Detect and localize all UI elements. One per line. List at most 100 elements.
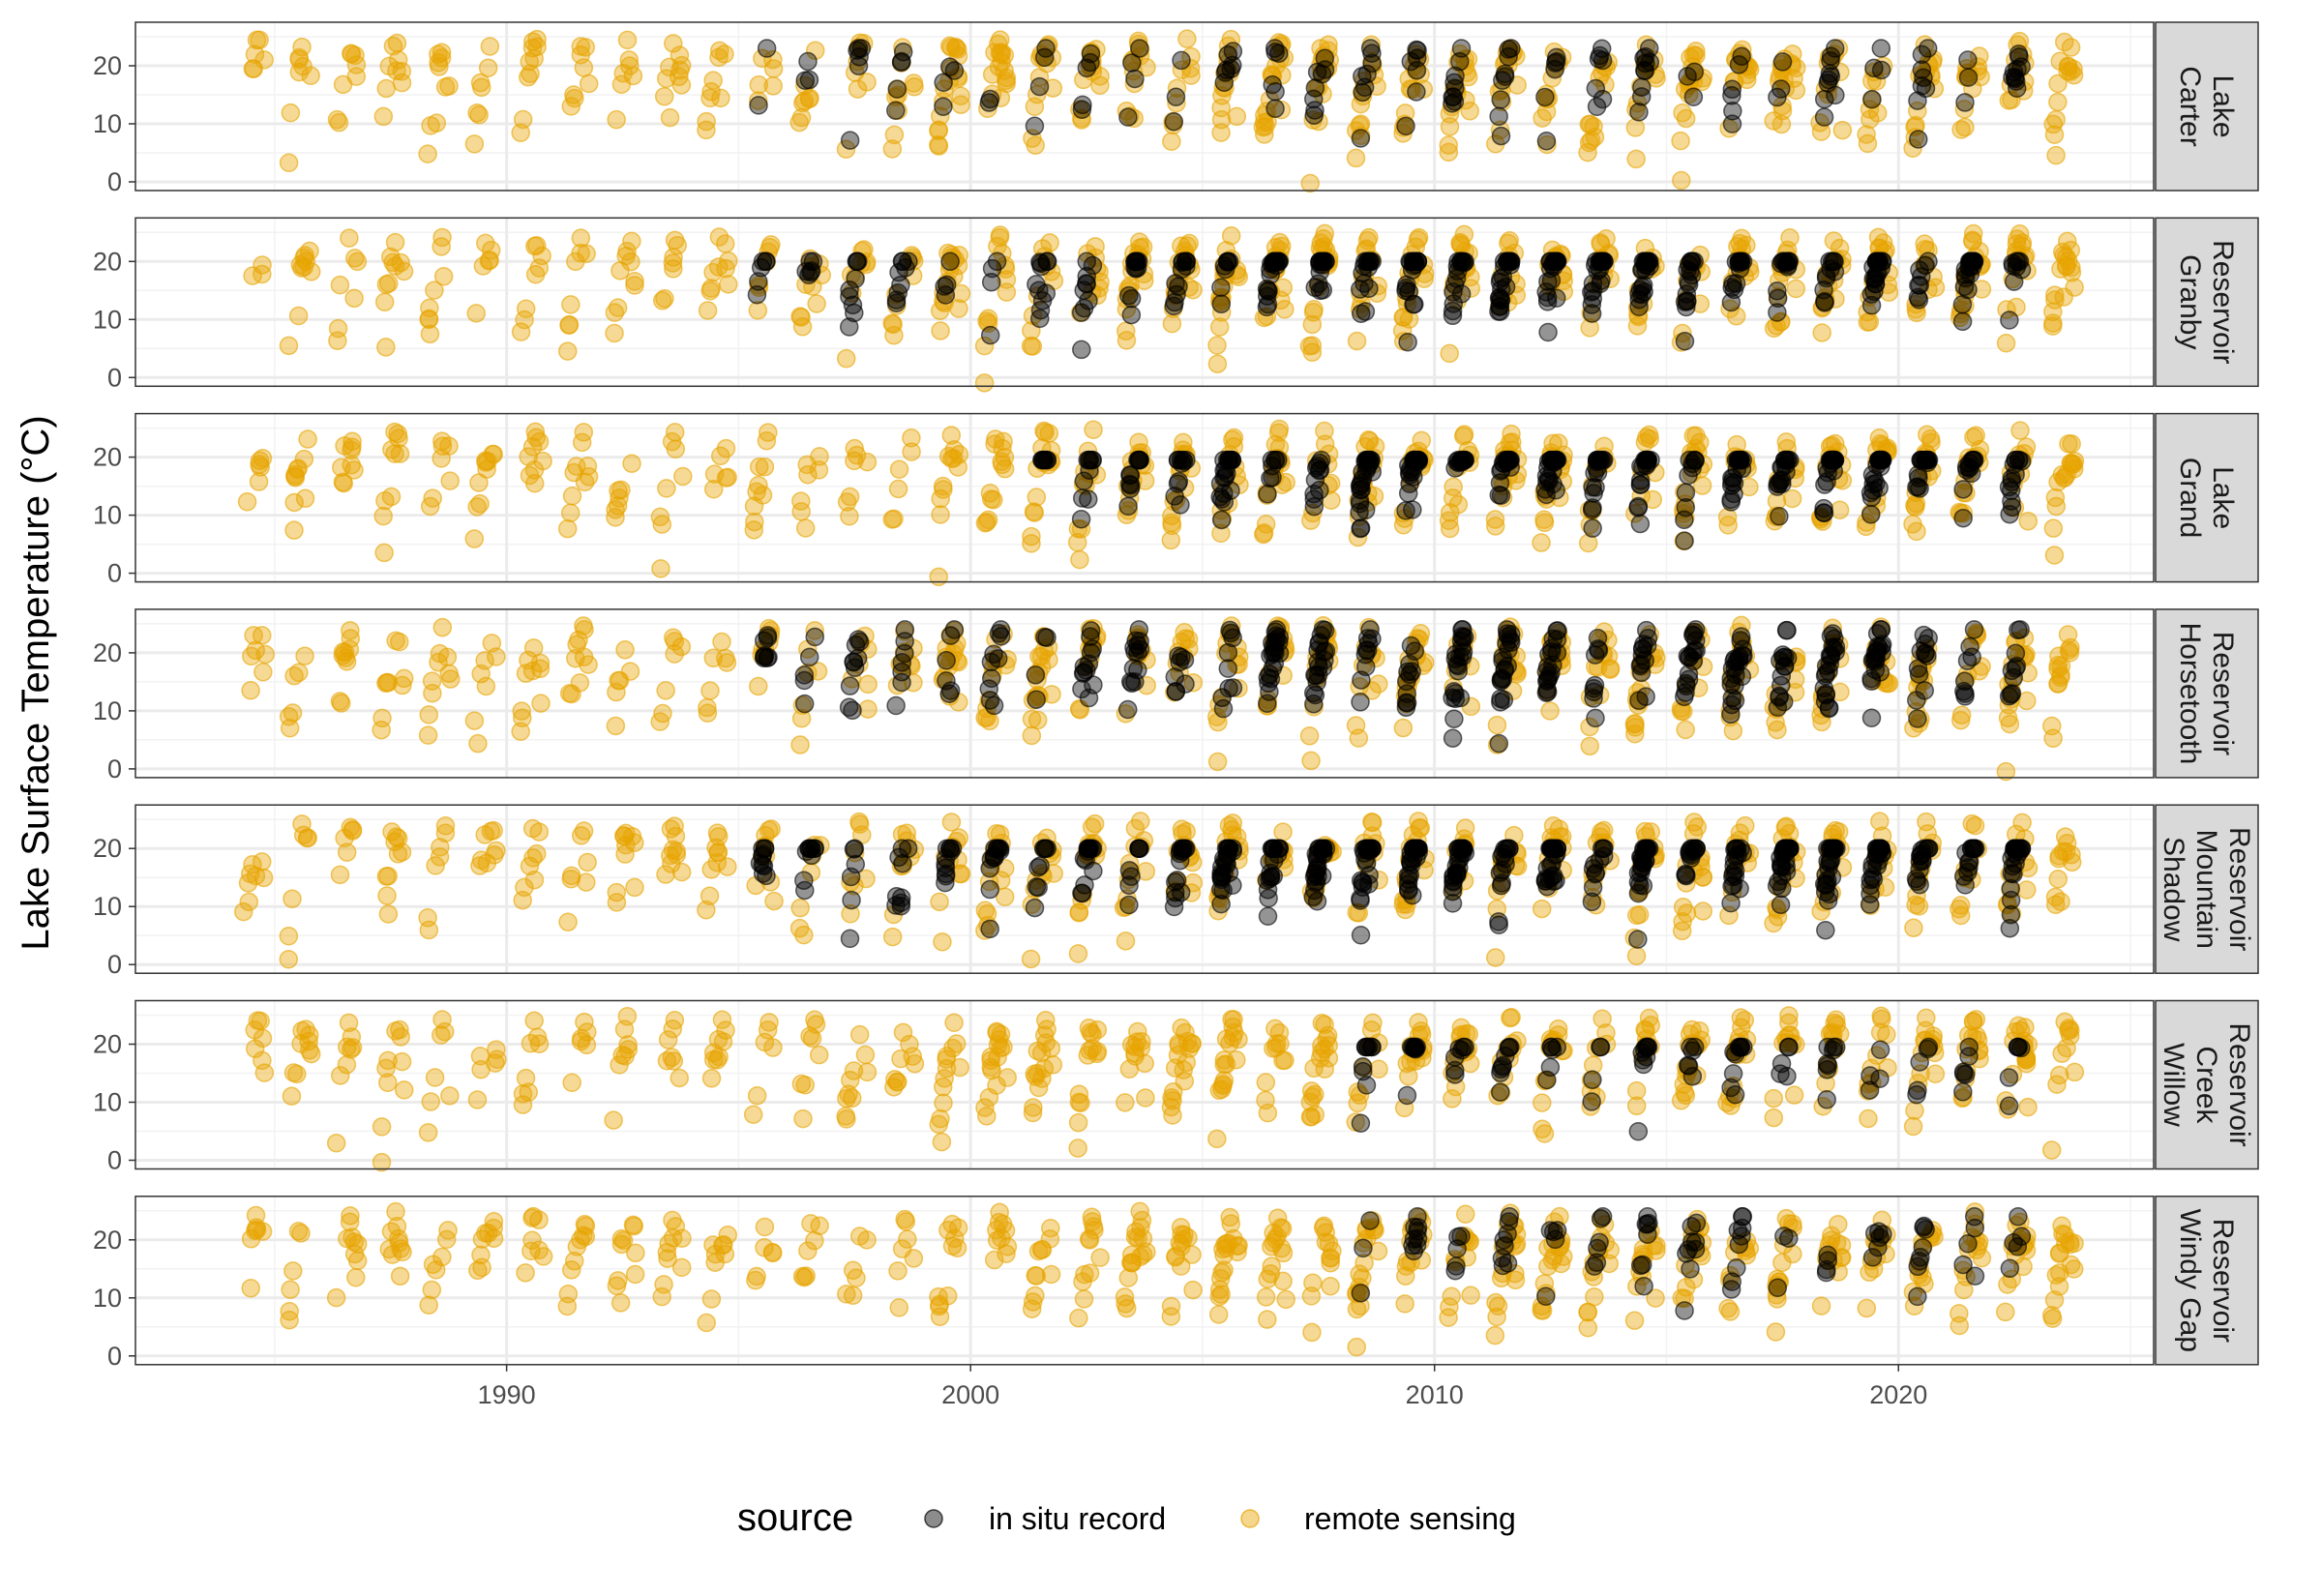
remote-sensing-point [665,423,685,442]
in-situ-point [1861,505,1881,524]
remote-sensing-point [385,832,404,852]
remote-sensing-point [791,502,811,521]
remote-sensing-point [610,670,630,691]
remote-sensing-point [1905,495,1924,516]
remote-sensing-point [656,865,675,884]
in-situ-point [1863,474,1883,494]
y-tick-label: 0 [107,950,122,979]
in-situ-point [1816,920,1835,940]
remote-sensing-point [469,473,489,492]
remote-sensing-point [790,735,810,754]
in-situ-point [757,251,776,272]
remote-sensing-point [1315,1015,1334,1035]
remote-sensing-point [249,472,269,491]
remote-sensing-point [523,848,543,868]
remote-sensing-point [571,228,591,248]
in-situ-point [1304,484,1324,504]
remote-sensing-point [1395,103,1415,123]
in-situ-point [1034,47,1055,68]
in-situ-point [1636,1037,1655,1057]
remote-sensing-point [1300,173,1320,193]
in-situ-point [1917,839,1937,858]
remote-sensing-point [709,41,729,61]
remote-sensing-point [1136,1088,1155,1108]
remote-sensing-point [1906,115,1925,135]
in-situ-point [1211,294,1232,314]
remote-sensing-point [239,892,259,912]
remote-sensing-point [946,1034,967,1053]
in-situ-point [1351,891,1370,910]
remote-sensing-point [300,1041,319,1060]
remote-sensing-point [1963,231,1982,251]
remote-sensing-point [1776,432,1797,452]
in-situ-point [981,668,1001,689]
remote-sensing-point [1212,1079,1232,1099]
remote-sensing-point [995,61,1014,80]
remote-sensing-point [329,112,349,133]
remote-sensing-point [241,1279,260,1298]
remote-sensing-point [2008,229,2027,249]
remote-sensing-point [656,69,676,88]
facet-strip [2155,21,2259,192]
in-situ-point [1721,893,1741,913]
in-situ-point [1908,709,1927,728]
in-situ-point [840,131,860,150]
in-situ-point [981,272,1001,292]
remote-sensing-point [858,699,878,719]
remote-sensing-point [243,266,262,285]
remote-sensing-point [291,1224,311,1243]
in-situ-point [1444,275,1465,295]
y-tick-label: 10 [93,892,122,921]
remote-sensing-point [900,1034,919,1054]
in-situ-point [1262,450,1282,470]
remote-sensing-point [559,315,579,335]
in-situ-point [1817,1090,1836,1109]
remote-sensing-point [564,462,583,483]
in-situ-point [1211,278,1231,298]
remote-sensing-point [419,920,439,940]
remote-sensing-point [253,264,272,284]
in-situ-point [749,272,768,291]
remote-sensing-point [992,44,1011,65]
remote-sensing-point [1227,106,1247,127]
remote-sensing-point [342,44,361,64]
remote-sensing-point [2059,1020,2078,1041]
remote-sensing-point [884,125,905,145]
in-situ-point [1303,683,1324,703]
in-situ-point [1814,280,1833,300]
in-situ-point [1919,629,1938,648]
remote-sensing-point [1025,1064,1045,1084]
remote-sensing-point [904,74,924,93]
remote-sensing-point [391,252,410,273]
in-situ-point [940,626,961,645]
remote-sensing-point [700,88,720,108]
remote-sensing-point [1996,333,2016,353]
in-situ-point [1304,105,1325,125]
remote-sensing-point [1254,524,1273,545]
remote-sensing-point [1500,433,1520,453]
y-tick-label: 10 [93,1284,122,1313]
remote-sensing-point [929,1114,949,1135]
remote-sensing-point [2048,870,2069,889]
in-situ-point [1593,50,1613,71]
remote-sensing-point [708,257,729,277]
in-situ-point [1814,107,1834,127]
facet-strip-label-line: Reservoir [2207,240,2239,364]
in-situ-point [1961,251,1981,272]
remote-sensing-point [1450,232,1471,252]
remote-sensing-point [1826,1010,1846,1030]
in-situ-point [842,890,861,910]
in-situ-point [1535,872,1556,891]
in-situ-point [892,662,911,682]
remote-sensing-point [1258,1103,1278,1123]
remote-sensing-point [1162,132,1181,152]
in-situ-point [1583,1070,1602,1090]
in-situ-point [1871,620,1890,639]
in-situ-point [1544,251,1563,272]
remote-sensing-point [1440,117,1460,136]
remote-sensing-point [981,489,1001,509]
remote-sensing-point [605,323,624,343]
